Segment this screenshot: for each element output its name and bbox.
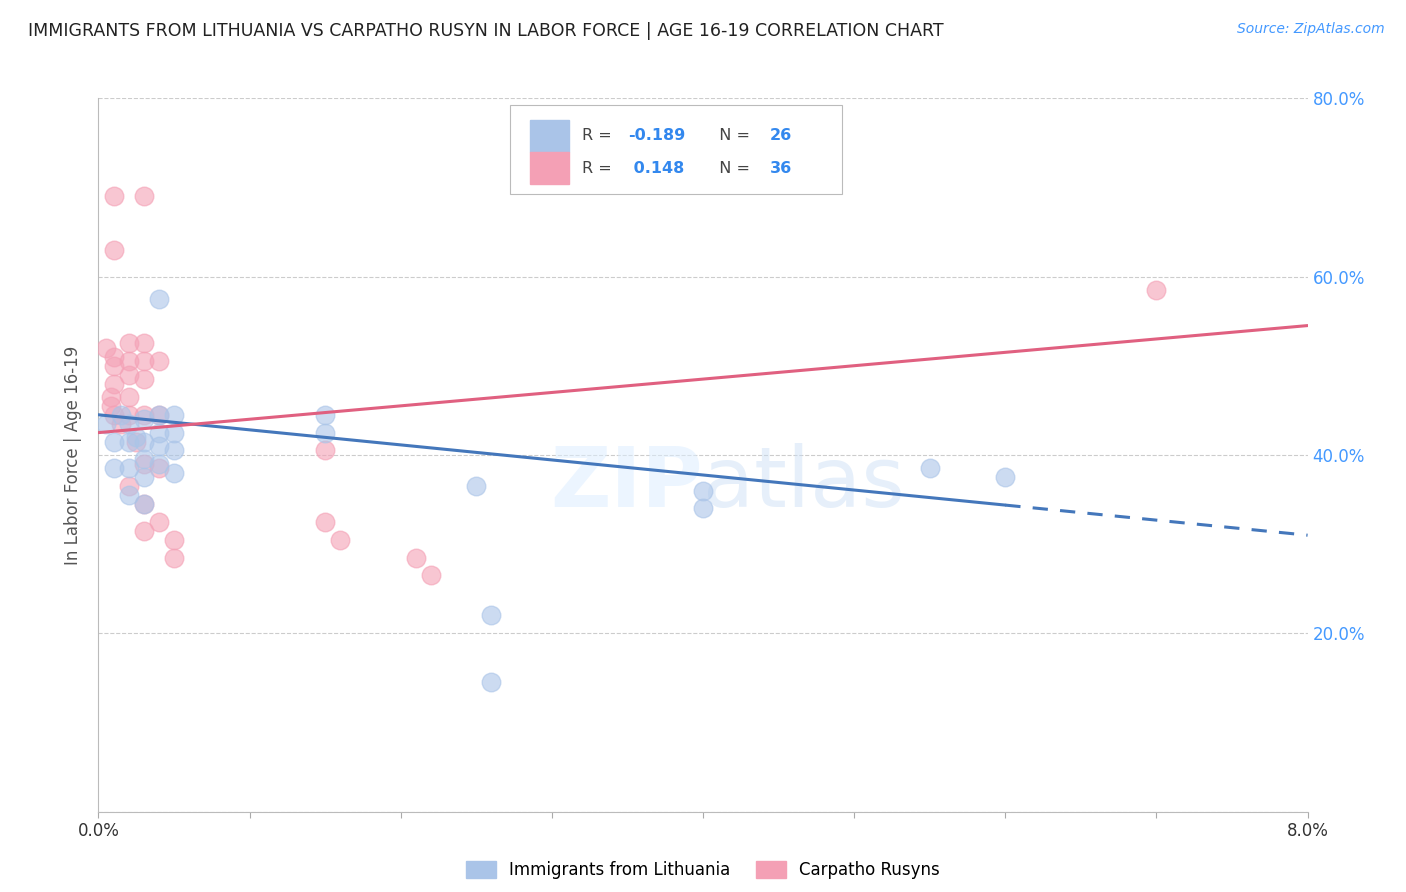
Point — [314, 515, 336, 529]
FancyBboxPatch shape — [509, 105, 842, 194]
Text: Source: ZipAtlas.com: Source: ZipAtlas.com — [1237, 22, 1385, 37]
Point — [118, 434, 141, 449]
Point — [118, 488, 141, 502]
Point — [163, 425, 186, 440]
Point — [118, 336, 141, 351]
Legend: Immigrants from Lithuania, Carpatho Rusyns: Immigrants from Lithuania, Carpatho Rusy… — [467, 861, 939, 880]
Point — [994, 470, 1017, 484]
Point — [125, 430, 148, 444]
Point — [132, 524, 155, 538]
Point — [118, 479, 141, 493]
Point — [405, 550, 427, 565]
Point — [163, 466, 186, 480]
Point — [132, 452, 155, 467]
Point — [132, 372, 155, 386]
Point — [314, 443, 336, 458]
Point — [103, 461, 125, 475]
Point — [1146, 283, 1168, 297]
Point — [148, 439, 170, 453]
Point — [420, 568, 443, 582]
Text: -0.189: -0.189 — [628, 128, 685, 144]
Point — [132, 408, 155, 422]
Point — [148, 515, 170, 529]
Point — [918, 461, 941, 475]
Point — [148, 354, 170, 368]
FancyBboxPatch shape — [530, 152, 569, 184]
Point — [94, 417, 117, 431]
Point — [148, 457, 170, 471]
Text: R =: R = — [582, 161, 617, 176]
Point — [148, 292, 170, 306]
Point — [692, 483, 714, 498]
Point — [110, 408, 132, 422]
Point — [125, 434, 148, 449]
Point — [148, 425, 170, 440]
Point — [103, 189, 125, 203]
Point — [481, 675, 503, 690]
Text: N =: N = — [709, 161, 755, 176]
Point — [132, 497, 155, 511]
Point — [103, 359, 125, 373]
Point — [163, 443, 186, 458]
Point — [100, 399, 122, 413]
Point — [148, 461, 170, 475]
Point — [118, 354, 141, 368]
Point — [148, 408, 170, 422]
Point — [110, 417, 132, 431]
Point — [100, 390, 122, 404]
Point — [163, 533, 186, 547]
Point — [132, 354, 155, 368]
Text: 36: 36 — [769, 161, 792, 176]
Point — [118, 408, 141, 422]
Text: R =: R = — [582, 128, 617, 144]
Text: 0.148: 0.148 — [628, 161, 685, 176]
Point — [465, 479, 488, 493]
Point — [118, 390, 141, 404]
Point — [103, 434, 125, 449]
Point — [118, 368, 141, 382]
Point — [148, 408, 170, 422]
Point — [132, 497, 155, 511]
Point — [132, 457, 155, 471]
Text: atlas: atlas — [703, 443, 904, 524]
Point — [132, 434, 155, 449]
FancyBboxPatch shape — [530, 120, 569, 152]
Point — [329, 533, 352, 547]
Point — [103, 243, 125, 257]
Text: ZIP: ZIP — [551, 443, 703, 524]
Point — [132, 470, 155, 484]
Point — [692, 501, 714, 516]
Point — [314, 425, 336, 440]
Point — [103, 350, 125, 364]
Point — [103, 408, 125, 422]
Point — [481, 608, 503, 623]
Point — [118, 461, 141, 475]
Point — [314, 408, 336, 422]
Text: 26: 26 — [769, 128, 792, 144]
Point — [132, 336, 155, 351]
Text: N =: N = — [709, 128, 755, 144]
Text: IMMIGRANTS FROM LITHUANIA VS CARPATHO RUSYN IN LABOR FORCE | AGE 16-19 CORRELATI: IMMIGRANTS FROM LITHUANIA VS CARPATHO RU… — [28, 22, 943, 40]
Point — [94, 341, 117, 355]
Point — [163, 408, 186, 422]
Point — [132, 412, 155, 426]
Y-axis label: In Labor Force | Age 16-19: In Labor Force | Age 16-19 — [65, 345, 83, 565]
Point — [163, 550, 186, 565]
Point — [103, 376, 125, 391]
Point — [118, 417, 141, 431]
Point — [132, 189, 155, 203]
